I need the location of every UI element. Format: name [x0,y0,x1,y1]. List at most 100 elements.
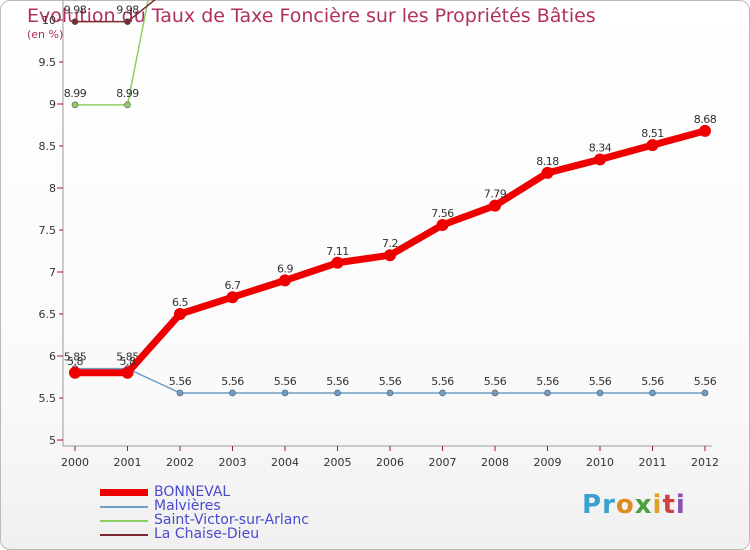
data-label-bonneval: 5.8 [67,355,83,368]
data-point-bonneval [489,199,501,212]
data-label-bonneval: 8.51 [641,127,664,140]
data-point-malvieres [491,389,499,397]
data-label-bonneval: 6.9 [277,262,293,275]
data-label-malvieres: 5.85 [116,351,139,364]
logo-letter: i [675,490,686,520]
logo-letter: x [634,490,653,520]
data-label-malvieres: 5.56 [484,375,507,388]
data-point-bonneval [541,166,554,179]
data-label-malvieres: 5.56 [589,375,612,388]
data-point-malvieres [229,389,236,397]
y-tick-label: 6 [49,350,56,363]
data-point-bonneval [174,308,186,320]
data-point-malvieres [281,389,289,397]
legend-swatch-bonneval [100,489,148,496]
data-label-saint-victor-sur-arlanc: 8.99 [116,87,139,100]
data-label-malvieres: 5.56 [641,375,664,388]
data-point-bonneval [436,218,449,231]
x-tick-label: 2002 [166,456,194,469]
data-point-malvieres [439,389,446,397]
data-label-malvieres: 5.56 [536,375,559,388]
y-tick-label: 8.5 [39,140,57,153]
x-tick-label: 2008 [481,456,509,469]
data-label-saint-victor-sur-arlanc: 8.99 [64,87,87,100]
logo-letter: o [615,490,635,520]
data-label-bonneval: 5.8 [120,355,136,368]
data-label-malvieres: 5.56 [221,375,244,388]
x-tick-label: 2001 [114,456,142,469]
x-tick-label: 2009 [534,456,562,469]
data-label-la-chaise-dieu: 9.98 [116,4,139,17]
data-point-malvieres [544,389,551,397]
data-label-malvieres: 5.56 [379,375,402,388]
y-tick-label: 7 [49,266,56,279]
data-label-malvieres: 5.56 [326,375,349,388]
data-point-bonneval [699,124,711,137]
legend-label: Saint-Victor-sur-Arlanc [154,512,309,528]
data-point-malvieres [334,389,341,397]
y-tick-label: 9 [49,98,56,111]
data-point-saint-victor-sur-arlanc [71,101,79,109]
x-tick-label: 2010 [586,456,614,469]
data-label-bonneval: 6.7 [225,279,241,292]
x-tick-label: 2004 [271,456,299,469]
y-tick-label: 6.5 [39,308,57,321]
legend-label: La Chaise-Dieu [154,526,260,542]
data-point-bonneval [226,291,239,304]
data-label-malvieres: 5.56 [431,375,454,388]
data-point-malvieres [596,389,604,397]
data-point-malvieres [176,389,184,397]
data-point-saint-victor-sur-arlanc [124,101,131,109]
data-point-bonneval [121,366,134,379]
data-point-la-chaise-dieu [124,18,131,25]
data-point-bonneval [594,153,606,166]
data-label-bonneval: 7.2 [382,237,398,250]
series-line-la-chaise-dieu [74,0,156,23]
data-label-malvieres: 5.56 [694,375,717,388]
data-point-bonneval [331,256,344,269]
data-point-bonneval [69,366,81,379]
data-label-bonneval: 7.79 [484,188,507,201]
chart-title: Evolution du Taux de Taxe Foncière sur l… [27,5,596,27]
y-unit-label: (en %) [27,28,64,41]
x-tick-label: 2000 [61,456,89,469]
data-point-malvieres [649,389,656,397]
logo-letter: i [652,490,663,520]
y-tick-label: 5 [49,434,56,447]
legend-swatch-saint-victor [100,520,148,522]
legend-label: Malvières [154,498,221,514]
logo-letter: r [602,490,616,520]
data-label-malvieres: 5.85 [64,351,87,364]
y-tick-label: 5.5 [39,392,57,405]
logo-letter: t [662,490,676,520]
data-label-bonneval: 7.56 [431,207,454,220]
data-point-bonneval [279,274,291,287]
x-tick-label: 2011 [639,456,667,469]
y-tick-label: 9.5 [39,56,57,69]
legend-label: BONNEVAL [154,484,231,500]
x-tick-label: 2003 [219,456,247,469]
data-label-bonneval: 8.68 [694,113,717,126]
data-point-malvieres [386,389,394,397]
y-tick-label: 10 [42,14,56,27]
data-label-bonneval: 8.34 [589,141,612,154]
x-tick-label: 2007 [429,456,457,469]
data-point-bonneval [646,139,659,152]
data-label-bonneval: 8.18 [536,155,559,168]
x-tick-label: 2006 [376,456,404,469]
y-tick-label: 8 [49,182,56,195]
x-tick-label: 2005 [324,456,352,469]
proxiti-logo: Proxiti [582,490,686,520]
series-line-saint-victor-sur-arlanc [74,0,149,106]
legend-swatch-la-chaise-dieu [100,534,148,536]
data-label-malvieres: 5.56 [274,375,297,388]
logo-letter: P [582,490,603,520]
data-point-bonneval [384,249,396,262]
y-tick-label: 7.5 [39,224,57,237]
data-label-malvieres: 5.56 [169,375,192,388]
legend-swatch-malvieres [100,506,148,508]
data-point-malvieres [701,389,709,397]
data-label-bonneval: 6.5 [172,296,188,309]
